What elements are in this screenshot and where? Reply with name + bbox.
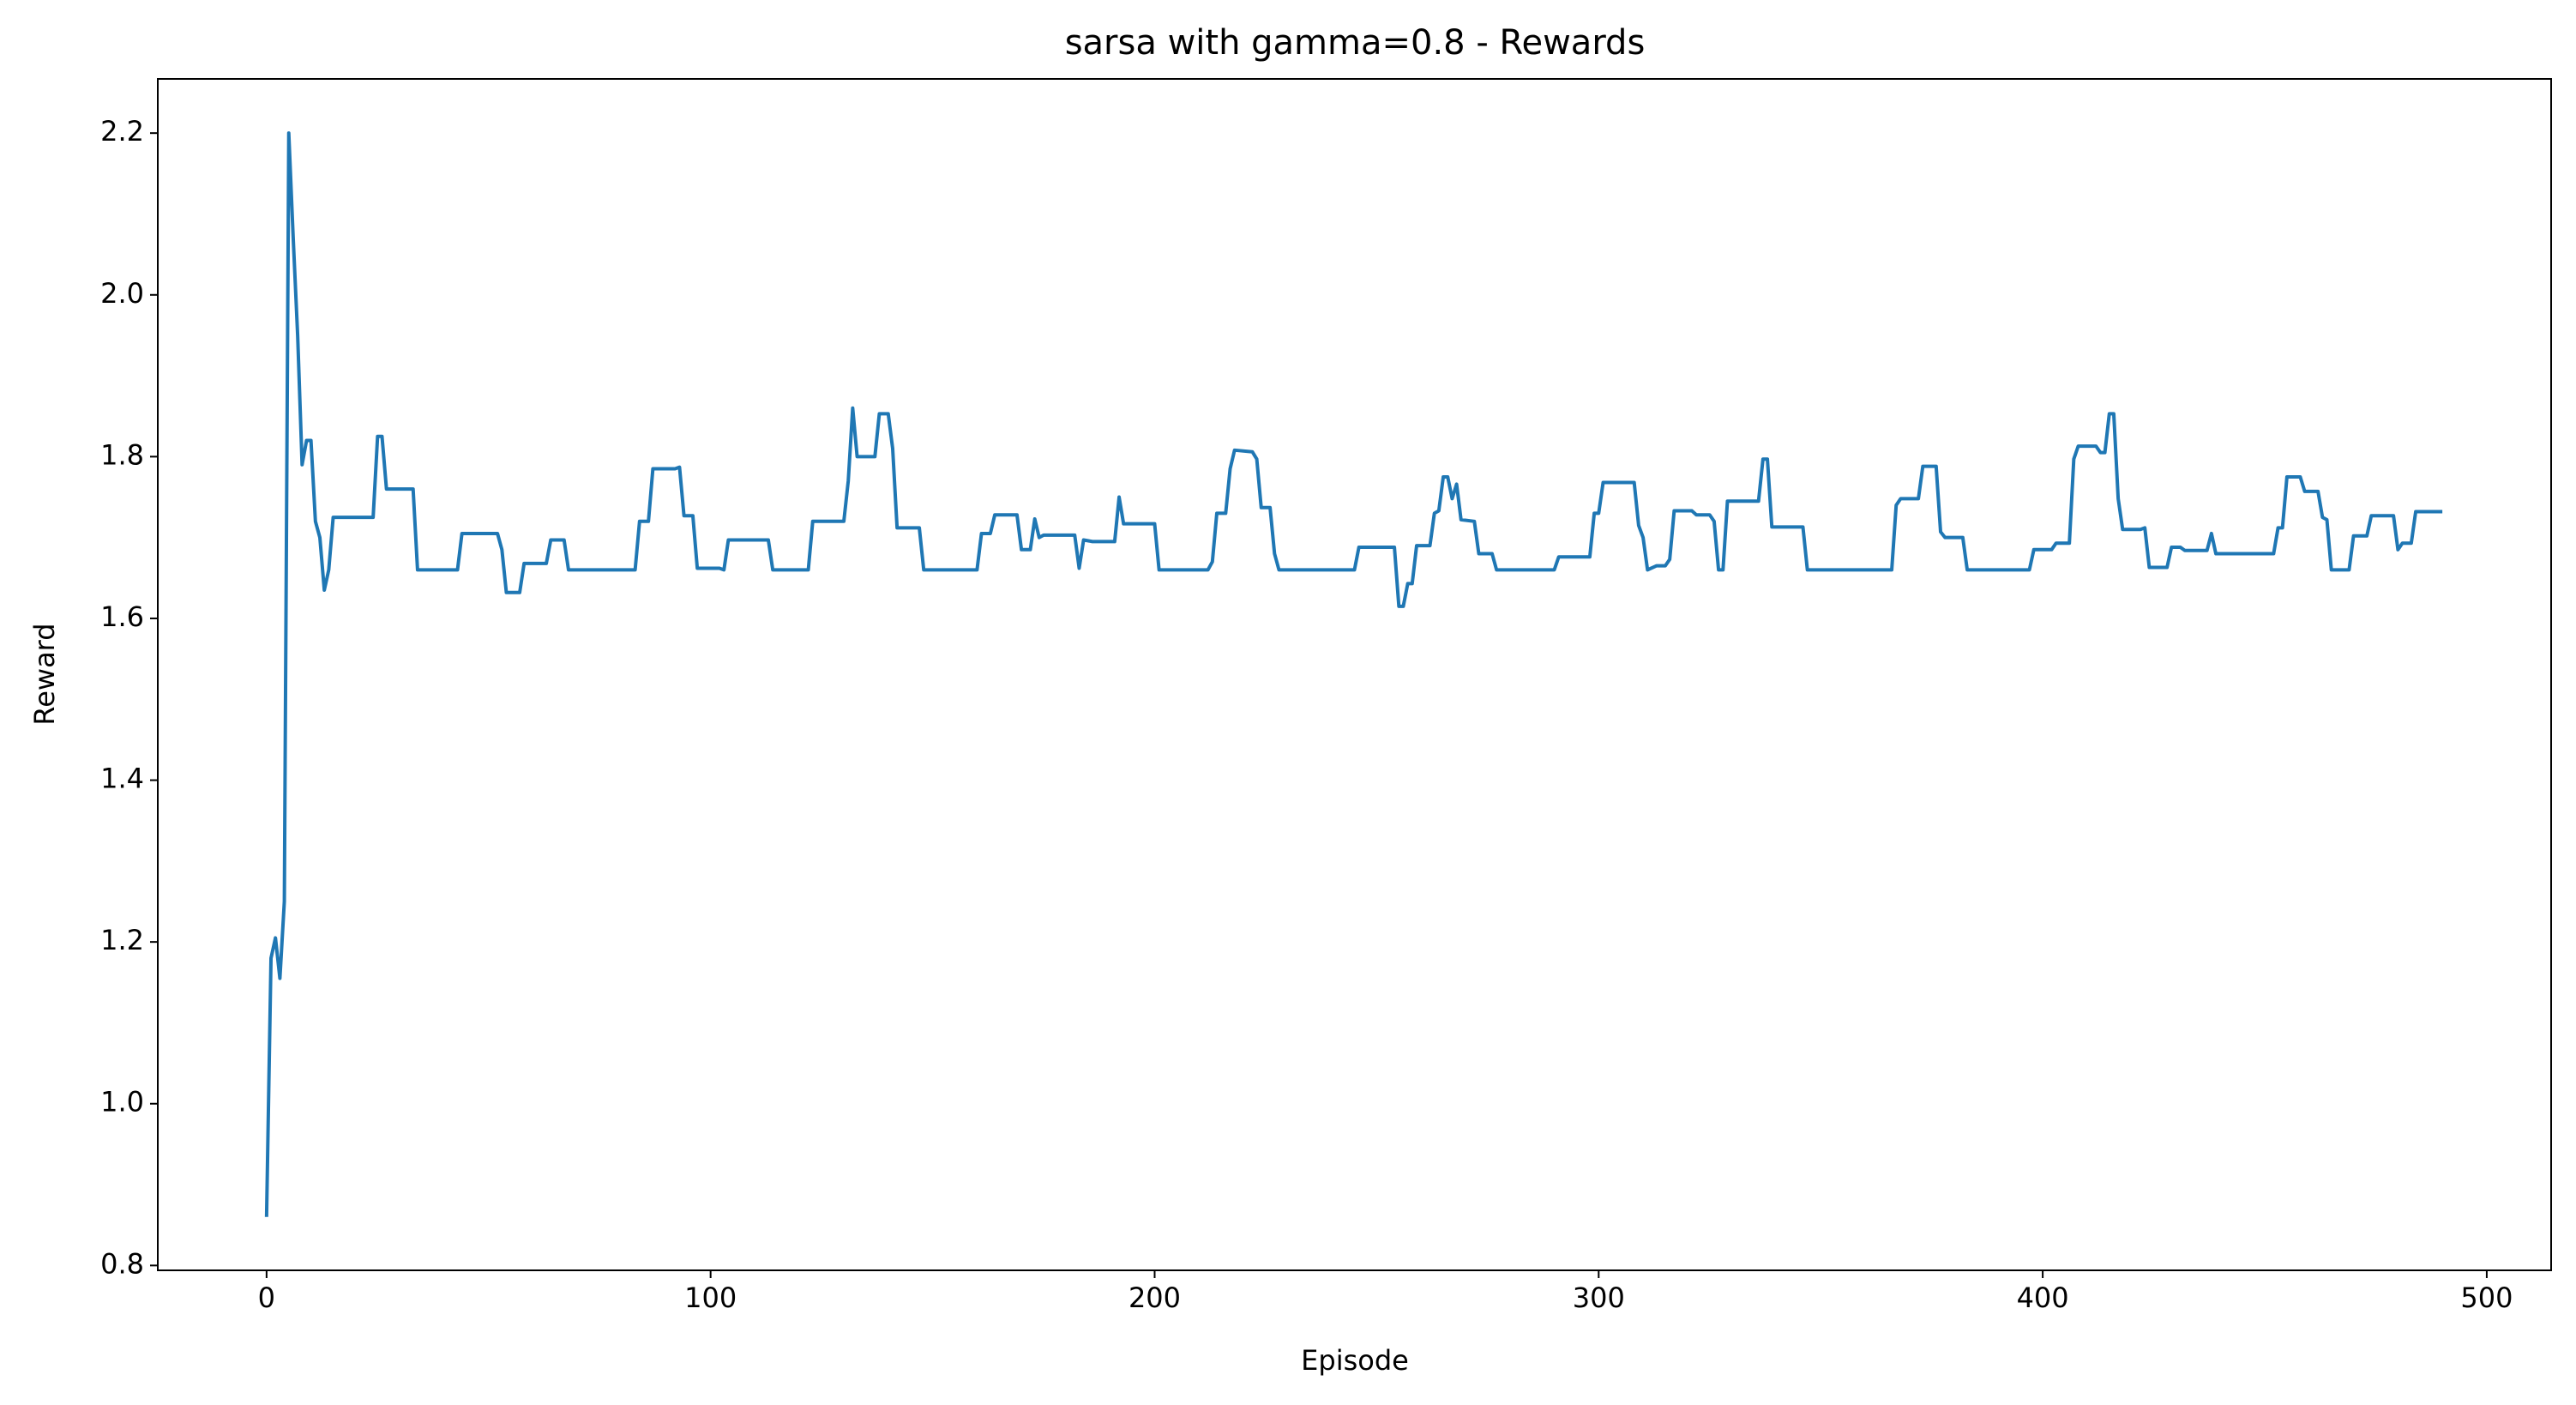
x-tick-label: 500 (2460, 1281, 2513, 1314)
plot-frame (157, 78, 2552, 1271)
y-tick-label: 1.2 (100, 924, 144, 956)
x-tick-label: 400 (2017, 1281, 2069, 1314)
x-tick-label: 300 (1573, 1281, 1625, 1314)
data-line (264, 131, 2443, 1217)
y-tick-label: 1.8 (100, 438, 144, 471)
chart-title: sarsa with gamma=0.8 - Rewards (1065, 23, 1646, 63)
y-tick-label: 1.4 (100, 763, 144, 795)
y-tick-label: 1.6 (100, 600, 144, 633)
y-tick-label: 1.0 (100, 1086, 144, 1119)
x-tick-label: 0 (258, 1281, 275, 1314)
y-tick-label: 2.0 (100, 277, 144, 310)
x-tick-label: 100 (684, 1281, 737, 1314)
x-axis-label: Episode (1301, 1344, 1409, 1377)
x-tick-label: 200 (1129, 1281, 1181, 1314)
y-tick-label: 0.8 (100, 1247, 144, 1280)
y-axis-label: Reward (28, 623, 61, 725)
y-tick-label: 2.2 (100, 115, 144, 148)
